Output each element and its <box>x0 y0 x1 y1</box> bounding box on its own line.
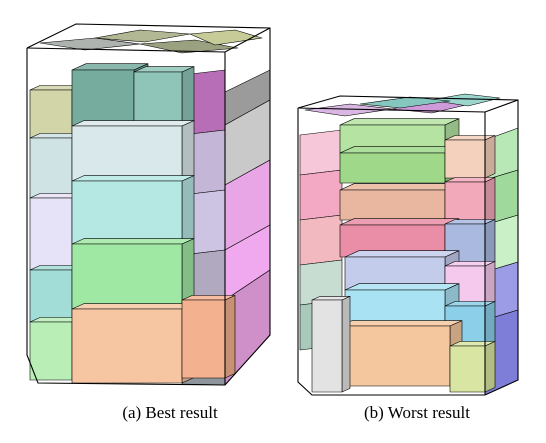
box-front-11 <box>181 299 226 379</box>
caption-worst-result: (b) Worst result <box>364 403 470 422</box>
box-side-7 <box>299 214 343 266</box>
box-front-0 <box>29 89 73 139</box>
box-front-3 <box>339 189 446 221</box>
box-lid-10 <box>71 303 195 310</box>
box-front-2 <box>133 71 183 128</box>
box-top-3 <box>189 29 263 46</box>
box-front-4 <box>444 181 486 225</box>
box-front-12 <box>449 345 486 393</box>
box-top-1 <box>139 39 239 54</box>
box-front-6 <box>71 180 183 245</box>
box-front-3 <box>29 137 73 199</box>
box-right-13 <box>341 296 351 393</box>
box-right-4 <box>484 177 496 225</box>
box-top-3 <box>359 96 451 109</box>
box-lid-6 <box>71 175 195 182</box>
box-front-7 <box>29 269 73 323</box>
box-lid-9 <box>344 283 460 291</box>
box-right-11 <box>224 295 236 379</box>
box-lid-7 <box>344 250 460 258</box>
box-front-4 <box>71 125 183 182</box>
container-worst-result <box>297 93 519 396</box>
caption-best-result: (a) Best result <box>122 403 218 422</box>
box-front-10 <box>71 308 183 384</box>
box-front-2 <box>444 139 486 179</box>
container-best-result <box>26 23 271 386</box>
container-edge-0 <box>26 23 271 386</box>
box-front-5 <box>29 197 73 271</box>
box-right-4 <box>181 120 195 182</box>
box-lid-0 <box>339 118 460 126</box>
box-front-11 <box>339 325 451 387</box>
box-right-12 <box>484 341 496 393</box>
box-top-2 <box>429 93 501 107</box>
container-edge-0 <box>297 95 519 396</box>
box-front-1 <box>71 69 135 127</box>
box-side-5 <box>299 129 343 176</box>
box-side-6 <box>299 169 343 221</box>
box-front-1 <box>339 152 446 184</box>
box-front-13 <box>311 299 343 393</box>
box-lid-3 <box>339 183 460 191</box>
box-lid-11 <box>339 320 463 327</box>
box-lid-8 <box>71 238 195 245</box>
box-right-2 <box>181 66 195 128</box>
box-lid-1 <box>339 146 460 154</box>
box-right-10 <box>484 301 496 347</box>
box-lid-4 <box>71 120 195 127</box>
box-right-8 <box>484 261 496 307</box>
box-right-6 <box>181 175 195 245</box>
box-front-8 <box>71 243 183 310</box>
box-lid-5 <box>339 218 460 226</box>
box-right-2 <box>484 135 496 179</box>
box-right-6 <box>484 219 496 267</box>
box-front-9 <box>29 321 73 381</box>
